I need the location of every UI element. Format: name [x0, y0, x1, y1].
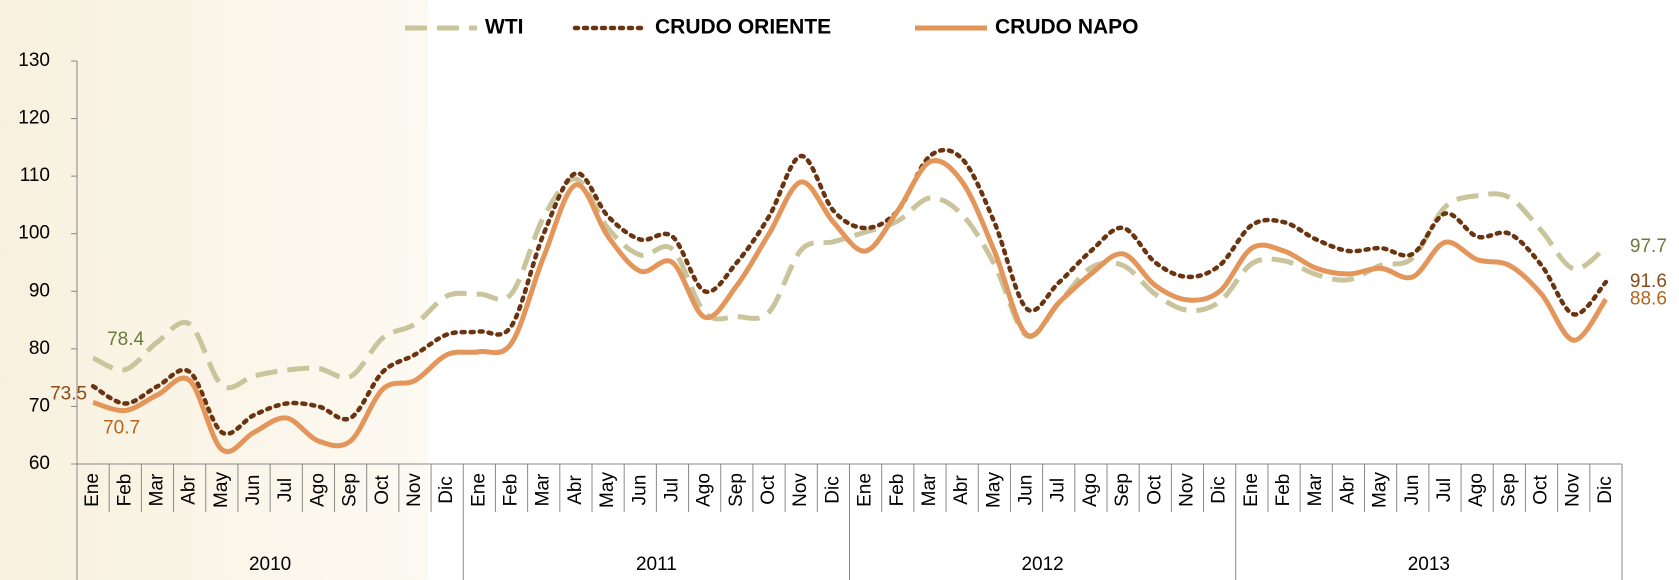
- x-tick-label: Nov: [1563, 473, 1584, 507]
- y-tick-label: 60: [29, 453, 50, 474]
- x-tick-label: Dic: [822, 476, 843, 503]
- x-tick-label: Jun: [1016, 475, 1037, 506]
- y-tick-label: 110: [20, 165, 50, 186]
- x-tick-label: Oct: [758, 475, 779, 505]
- x-tick-label: Ago: [1080, 473, 1101, 507]
- x-tick-label: Mar: [919, 473, 940, 506]
- legend-label: WTI: [485, 16, 523, 39]
- x-tick-label: Ene: [468, 473, 489, 507]
- data-label: 78.4: [107, 329, 144, 350]
- legend-label: CRUDO ORIENTE: [655, 16, 831, 39]
- x-tick-label: Oct: [1531, 475, 1552, 505]
- legend-label: CRUDO NAPO: [995, 16, 1139, 39]
- x-tick-label: Abr: [1337, 475, 1358, 505]
- x-tick-label: Sep: [1498, 473, 1519, 507]
- y-tick-label: 80: [29, 338, 50, 359]
- x-tick-label: Feb: [114, 474, 135, 507]
- x-tick-label: Dic: [1595, 476, 1616, 503]
- x-tick-label: Ene: [82, 473, 103, 507]
- y-tick-label: 70: [29, 395, 50, 416]
- y-tick-label: 130: [18, 50, 50, 71]
- x-tick-label: Sep: [340, 473, 361, 507]
- x-tick-label: Jul: [661, 478, 682, 502]
- x-tick-label: Jul: [1048, 478, 1069, 502]
- x-tick-label: Oct: [372, 475, 393, 505]
- x-tick-label: Sep: [726, 473, 747, 507]
- x-tick-label: Ago: [1466, 473, 1487, 507]
- x-tick-label: Oct: [1144, 475, 1165, 505]
- series-line: [90, 147, 1609, 437]
- data-label: 73.5: [50, 383, 87, 404]
- x-tick-label: Abr: [565, 475, 586, 505]
- x-tick-label: Nov: [1176, 473, 1197, 507]
- data-label: 91.6: [1630, 271, 1667, 292]
- x-tick-label: May: [211, 472, 232, 508]
- y-tick-label: 90: [29, 280, 50, 301]
- x-tick-label: Ago: [694, 473, 715, 507]
- x-tick-label: Sep: [1112, 473, 1133, 507]
- x-tick-label: Mar: [533, 473, 554, 506]
- x-tick-label: Mar: [1305, 473, 1326, 506]
- x-tick-label: May: [1370, 472, 1391, 508]
- x-tick-label: Jul: [1434, 478, 1455, 502]
- x-tick-label: Nov: [790, 473, 811, 507]
- year-label: 2012: [1021, 554, 1063, 575]
- series-line: [92, 176, 1608, 391]
- data-label: 97.7: [1630, 236, 1667, 257]
- x-tick-label: Jun: [629, 475, 650, 506]
- x-tick-label: Jun: [243, 475, 264, 506]
- x-tick-label: Feb: [1273, 474, 1294, 507]
- x-tick-label: May: [597, 472, 618, 508]
- year-label: 2011: [636, 554, 677, 575]
- year-label: 2010: [249, 554, 291, 575]
- x-tick-label: Jun: [1402, 475, 1423, 506]
- year-label: 2013: [1408, 554, 1450, 575]
- x-tick-label: Abr: [179, 475, 200, 505]
- x-tick-label: Abr: [951, 475, 972, 505]
- y-tick-label: 100: [18, 223, 50, 244]
- background-decoration: [0, 0, 428, 580]
- x-tick-label: Ene: [855, 473, 876, 507]
- x-tick-label: Feb: [501, 474, 522, 507]
- data-label: 88.6: [1630, 288, 1667, 309]
- x-tick-label: Ene: [1241, 473, 1262, 507]
- x-tick-label: Mar: [146, 473, 167, 506]
- x-tick-label: Jul: [275, 478, 296, 502]
- x-tick-label: Ago: [307, 473, 328, 507]
- x-tick-label: Dic: [1209, 476, 1230, 503]
- y-tick-label: 120: [18, 108, 50, 129]
- x-tick-label: Feb: [887, 474, 908, 507]
- series-line: [92, 158, 1608, 455]
- data-label: 70.7: [103, 417, 140, 438]
- x-tick-label: Dic: [436, 476, 457, 503]
- x-tick-label: Nov: [404, 473, 425, 507]
- x-tick-label: May: [983, 472, 1004, 508]
